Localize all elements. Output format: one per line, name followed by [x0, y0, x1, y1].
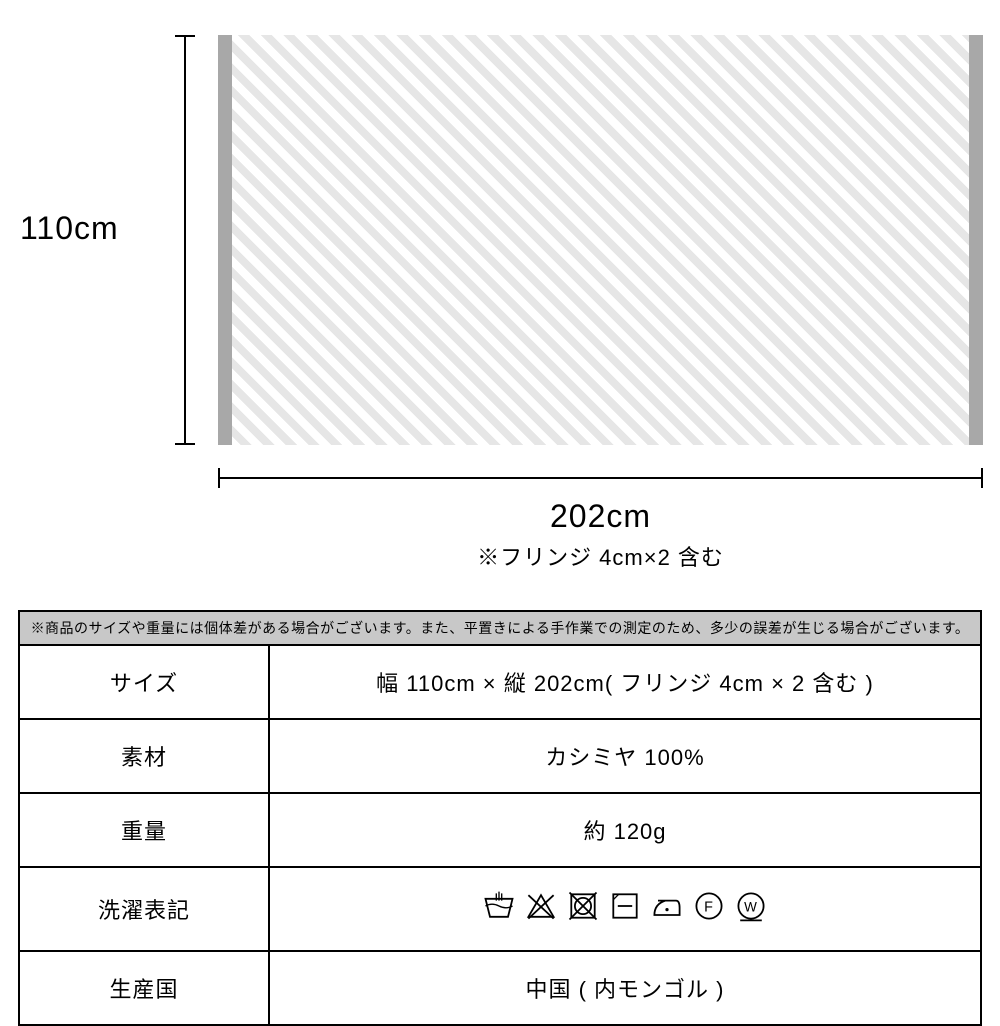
row-label-weight: 重量 — [19, 793, 269, 867]
fringe-left — [218, 35, 232, 445]
width-dimension-note: ※フリンジ 4cm×2 含む — [218, 540, 983, 572]
height-dimension-label: 110cm — [20, 210, 119, 247]
row-label-size: サイズ — [19, 645, 269, 719]
row-value-origin: 中国 ( 内モンゴル ) — [269, 951, 981, 1025]
no-tumble-dry-icon — [565, 888, 601, 924]
fringe-right — [969, 35, 983, 445]
table-row: 生産国 中国 ( 内モンゴル ) — [19, 951, 981, 1025]
svg-text:F: F — [704, 899, 714, 915]
row-value-weight: 約 120g — [269, 793, 981, 867]
dry-flat-shade-icon — [607, 888, 643, 924]
iron-low-icon — [649, 888, 685, 924]
table-row: 重量 約 120g — [19, 793, 981, 867]
handwash-icon — [481, 888, 517, 924]
row-value-care: F W — [269, 867, 981, 951]
row-label-care: 洗濯表記 — [19, 867, 269, 951]
dryclean-f-icon: F — [691, 888, 727, 924]
table-disclaimer-row: ※商品のサイズや重量には個体差がある場合がございます。また、平置きによる手作業で… — [19, 611, 981, 645]
table-row: サイズ 幅 110cm × 縦 202cm( フリンジ 4cm × 2 含む ) — [19, 645, 981, 719]
row-label-origin: 生産国 — [19, 951, 269, 1025]
care-icon-set: F W — [481, 888, 769, 924]
table-row: 洗濯表記 — [19, 867, 981, 951]
dimension-diagram: 110cm 202cm ※フリンジ 4cm×2 含む — [0, 20, 1000, 600]
svg-text:W: W — [744, 899, 758, 914]
table-row: 素材 カシミヤ 100% — [19, 719, 981, 793]
row-value-size: 幅 110cm × 縦 202cm( フリンジ 4cm × 2 含む ) — [269, 645, 981, 719]
vertical-dimension-bracket — [175, 35, 195, 445]
width-dimension-label: 202cm — [218, 498, 983, 535]
spec-table: ※商品のサイズや重量には個体差がある場合がございます。また、平置きによる手作業で… — [18, 610, 982, 1026]
row-label-material: 素材 — [19, 719, 269, 793]
scarf-illustration — [218, 35, 983, 445]
horizontal-dimension-bracket — [218, 468, 983, 488]
table-disclaimer: ※商品のサイズや重量には個体差がある場合がございます。また、平置きによる手作業で… — [19, 611, 981, 645]
no-bleach-icon — [523, 888, 559, 924]
row-value-material: カシミヤ 100% — [269, 719, 981, 793]
wetclean-w-icon: W — [733, 888, 769, 924]
